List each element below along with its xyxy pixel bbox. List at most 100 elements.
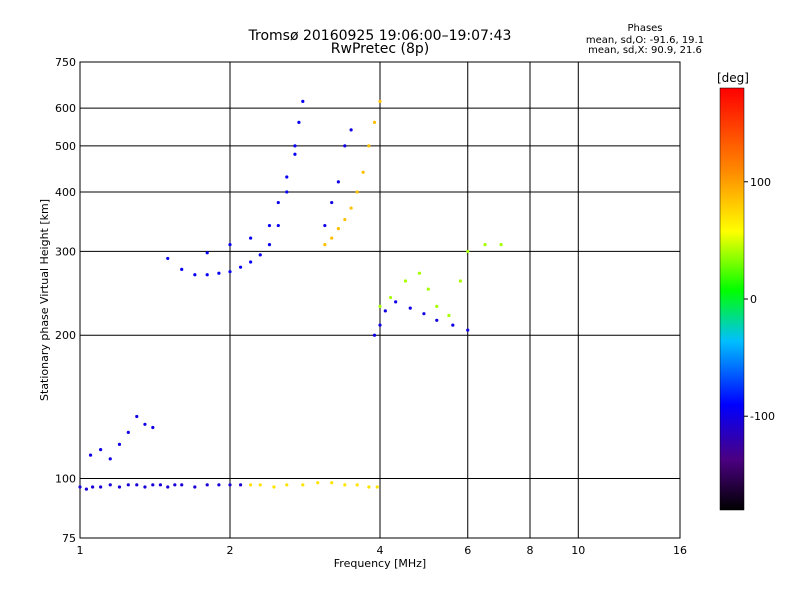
colorbar-tick-label: 0 bbox=[750, 293, 757, 306]
data-point bbox=[336, 180, 340, 184]
data-point bbox=[151, 483, 155, 487]
y-axis-label: Stationary phase Virtual Height [km] bbox=[38, 199, 51, 401]
data-point bbox=[285, 190, 289, 194]
data-point bbox=[451, 323, 455, 327]
data-point bbox=[158, 483, 163, 487]
data-point bbox=[330, 481, 334, 485]
y-tick-label: 500 bbox=[55, 140, 76, 153]
colorbar-tick-label: 100 bbox=[750, 176, 771, 189]
y-tick-label: 100 bbox=[55, 473, 76, 486]
data-point bbox=[394, 300, 398, 304]
data-point bbox=[117, 442, 122, 446]
data-point bbox=[378, 99, 382, 103]
colorbar-label: [deg] bbox=[717, 71, 749, 85]
data-point bbox=[499, 243, 503, 247]
y-tick-label: 200 bbox=[55, 329, 76, 342]
data-point bbox=[238, 483, 243, 487]
data-point bbox=[383, 309, 387, 313]
data-point bbox=[367, 485, 371, 489]
x-tick-label: 10 bbox=[571, 544, 585, 557]
data-points bbox=[78, 99, 503, 491]
data-point bbox=[447, 313, 451, 318]
data-point bbox=[372, 333, 377, 337]
x-tick-label: 16 bbox=[673, 544, 687, 557]
data-point bbox=[330, 200, 334, 205]
data-point bbox=[205, 483, 209, 487]
data-point bbox=[466, 328, 470, 332]
chart-title: Tromsø 20160925 19:06:00–19:07:43 bbox=[248, 28, 512, 44]
y-tick-label: 300 bbox=[55, 245, 76, 258]
data-point bbox=[84, 487, 88, 491]
data-point bbox=[108, 483, 112, 487]
data-point bbox=[417, 271, 422, 275]
y-tick-label: 400 bbox=[55, 186, 76, 199]
data-point bbox=[228, 243, 232, 247]
data-point bbox=[249, 260, 253, 264]
data-point bbox=[135, 483, 139, 487]
data-point bbox=[458, 279, 463, 283]
data-point bbox=[378, 304, 382, 308]
plot-area bbox=[78, 61, 681, 539]
data-point bbox=[258, 483, 262, 487]
data-point bbox=[422, 312, 426, 316]
x-tick-label: 1 bbox=[77, 544, 84, 557]
phases-legend-x: mean, sd,X: 90.9, 21.6 bbox=[588, 45, 702, 56]
data-point bbox=[316, 481, 320, 485]
x-axis-label: Frequency [MHz] bbox=[334, 557, 426, 570]
data-point bbox=[297, 120, 301, 124]
data-point bbox=[78, 485, 82, 489]
data-point bbox=[180, 267, 184, 272]
x-tick-label: 2 bbox=[227, 544, 234, 557]
data-point bbox=[349, 206, 353, 210]
data-point bbox=[91, 485, 95, 489]
data-point bbox=[378, 323, 382, 327]
data-point bbox=[249, 236, 253, 240]
data-point bbox=[367, 144, 371, 148]
data-point bbox=[483, 243, 487, 247]
data-point bbox=[143, 422, 147, 426]
chart-subtitle: RwPretec (8p) bbox=[331, 41, 429, 57]
data-point bbox=[180, 483, 184, 487]
data-point bbox=[343, 483, 347, 487]
x-tick-labels: 1 2 4 6 8 10 16 bbox=[77, 544, 688, 557]
data-point bbox=[217, 271, 221, 275]
data-point bbox=[205, 273, 209, 277]
phases-legend-o: mean, sd,O: -91.6, 19.1 bbox=[586, 35, 704, 46]
data-point bbox=[267, 243, 272, 247]
data-point bbox=[117, 485, 122, 489]
data-point bbox=[193, 273, 197, 277]
colorbar-ticks: 100 0 -100 bbox=[744, 176, 775, 423]
data-point bbox=[99, 485, 103, 489]
data-point bbox=[205, 251, 209, 255]
data-point bbox=[435, 318, 439, 322]
x-tick-label: 6 bbox=[464, 544, 471, 557]
data-point bbox=[267, 223, 272, 228]
data-point bbox=[301, 483, 305, 487]
colorbar bbox=[719, 87, 745, 511]
data-point bbox=[323, 243, 327, 247]
y-tick-labels: 75 100 200 300 400 500 600 750 bbox=[55, 56, 76, 545]
data-point bbox=[173, 483, 177, 487]
data-point bbox=[403, 279, 408, 283]
data-point bbox=[272, 485, 276, 489]
data-point bbox=[285, 483, 289, 487]
data-point bbox=[435, 304, 439, 308]
y-tick-label: 75 bbox=[62, 532, 76, 545]
data-point bbox=[293, 144, 297, 148]
data-point bbox=[228, 483, 232, 487]
data-point bbox=[408, 306, 412, 310]
data-point bbox=[355, 483, 359, 487]
data-point bbox=[293, 152, 297, 156]
data-point bbox=[88, 453, 93, 457]
phases-legend-title: Phases bbox=[627, 23, 662, 34]
data-point bbox=[126, 483, 130, 487]
y-tick-label: 750 bbox=[55, 56, 76, 69]
data-point bbox=[388, 295, 393, 300]
data-point bbox=[249, 483, 253, 487]
data-point bbox=[108, 457, 112, 461]
data-point bbox=[361, 170, 365, 174]
data-point bbox=[99, 448, 103, 452]
data-point bbox=[276, 223, 280, 228]
data-point bbox=[151, 425, 155, 430]
